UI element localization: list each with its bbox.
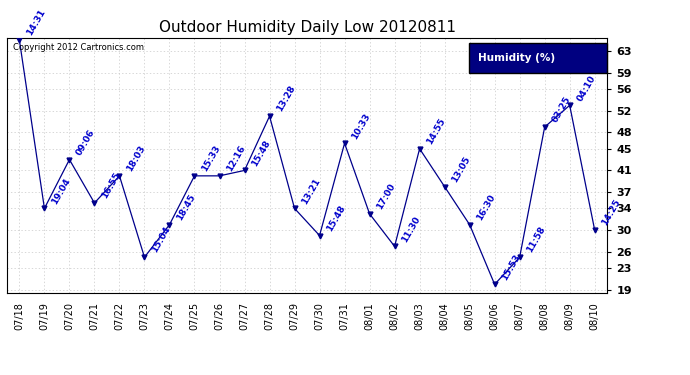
Text: Copyright 2012 Cartronics.com: Copyright 2012 Cartronics.com (13, 43, 144, 52)
FancyBboxPatch shape (469, 43, 607, 73)
Text: 14:25: 14:25 (600, 198, 622, 227)
Text: 18:03: 18:03 (125, 144, 147, 173)
Text: 15:53: 15:53 (500, 252, 522, 282)
Text: 16:30: 16:30 (475, 193, 497, 222)
Text: 13:28: 13:28 (275, 84, 297, 113)
Text: 11:30: 11:30 (400, 214, 422, 244)
Text: 16:55: 16:55 (100, 171, 122, 200)
Text: 15:04: 15:04 (150, 225, 172, 255)
Text: 13:05: 13:05 (450, 155, 472, 184)
Text: 13:21: 13:21 (300, 176, 322, 206)
Text: 04:10: 04:10 (575, 74, 598, 102)
Title: Outdoor Humidity Daily Low 20120811: Outdoor Humidity Daily Low 20120811 (159, 20, 455, 35)
Text: Humidity (%): Humidity (%) (478, 53, 555, 63)
Text: 14:55: 14:55 (425, 117, 447, 146)
Text: 03:25: 03:25 (550, 95, 572, 124)
Text: 14:31: 14:31 (25, 8, 47, 38)
Text: 09:06: 09:06 (75, 128, 97, 157)
Text: 18:45: 18:45 (175, 192, 197, 222)
Text: 19:04: 19:04 (50, 176, 72, 206)
Text: 15:48: 15:48 (325, 203, 347, 233)
Text: 12:16: 12:16 (225, 144, 247, 173)
Text: 15:48: 15:48 (250, 138, 273, 168)
Text: 11:58: 11:58 (525, 225, 547, 255)
Text: 17:00: 17:00 (375, 182, 397, 211)
Text: 10:33: 10:33 (350, 111, 372, 141)
Text: 15:33: 15:33 (200, 144, 222, 173)
